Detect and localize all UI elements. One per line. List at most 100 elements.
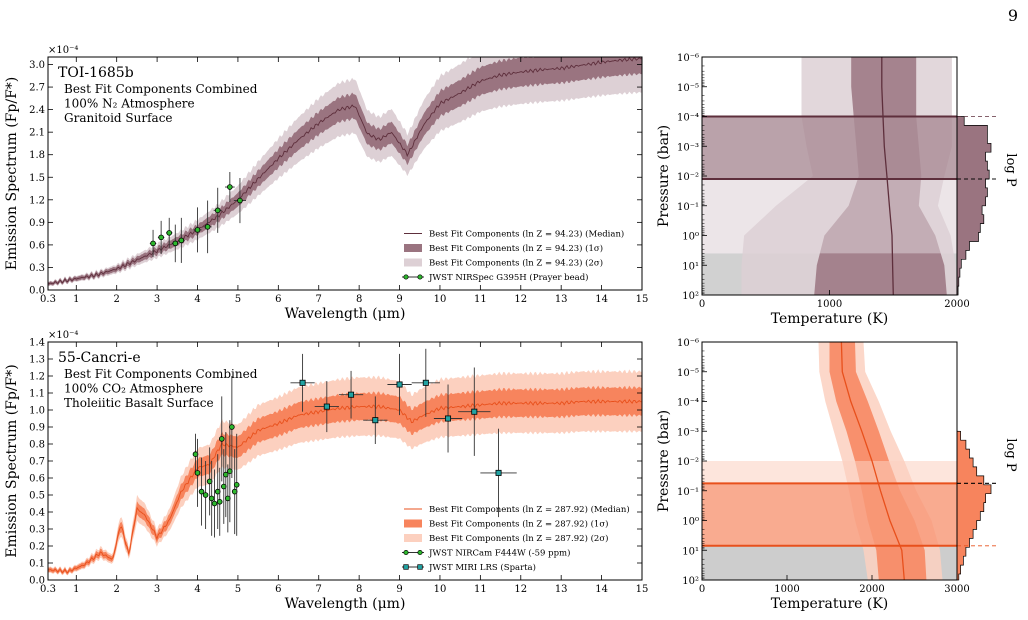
side-label: log P	[1003, 438, 1018, 471]
square-marker	[445, 415, 452, 422]
circle-marker	[194, 470, 201, 476]
x-tick-label: 14	[595, 294, 608, 305]
annotation-line: 100% N₂ Atmosphere	[64, 97, 195, 111]
square-marker	[348, 391, 355, 398]
data-point	[216, 467, 223, 536]
x-axis-label: Wavelength (μm)	[285, 306, 406, 322]
y-axis-label: Pressure (bar)	[656, 410, 672, 512]
legend-label: JWST NIRCam F444W (-59 ppm)	[428, 548, 570, 559]
x-tick-label: 7	[316, 584, 322, 595]
x-tick-label: 7	[316, 294, 322, 305]
x-tick-label: 9	[396, 584, 402, 595]
sigma2-band	[48, 369, 642, 576]
y-tick-label: 10⁻³	[677, 142, 699, 153]
legend-swatch	[404, 519, 422, 528]
data-point	[172, 224, 179, 263]
circle-marker	[216, 498, 223, 505]
legend-entry: JWST MIRI LRS (Sparta)	[402, 562, 536, 573]
y-tick-label: 1.5	[29, 173, 45, 184]
y-tick-label: 1.3	[29, 355, 45, 366]
y-tick-label: 0.3	[29, 263, 45, 274]
y-tick-label: 10²	[682, 291, 699, 302]
legend-label: Best Fit Components (ln Z = 94.23) (1σ)	[429, 243, 603, 254]
spectrum-panel-2: 0.3 1 2 3 4 5 6 7 8 9 10 11 12 13 14 150.00.10.20.30.40…	[4, 330, 648, 612]
y-tick-label: 0.3	[29, 525, 45, 536]
y-tick-label: 10⁻²	[677, 172, 699, 183]
x-tick-label: 0.3	[40, 584, 56, 595]
circle-marker	[178, 237, 185, 244]
circle-marker	[211, 500, 218, 507]
data-point	[220, 449, 227, 524]
y-tick-label: 0.1	[29, 559, 45, 570]
square-marker	[396, 381, 403, 388]
data-point	[314, 381, 339, 433]
x-axis-label: Wavelength (μm)	[285, 596, 406, 612]
y-tick-label: 0.8	[29, 440, 45, 451]
y-scale-label: ×10⁻⁴	[48, 330, 78, 341]
y-tick-label: 0.4	[29, 508, 45, 519]
legend-label: Best Fit Components (ln Z = 94.23) (2σ)	[429, 258, 603, 269]
legend-entry: Best Fit Components (ln Z = 287.92) (Med…	[404, 504, 630, 515]
x-tick-label: 15	[636, 294, 649, 305]
y-scale-label: ×10⁻⁴	[48, 45, 78, 56]
pt-plot-area	[702, 342, 957, 580]
x-tick-label: 13	[555, 584, 568, 595]
legend-swatch	[404, 244, 422, 252]
sigma1-band	[48, 385, 642, 575]
y-tick-label: 10⁻⁴	[677, 398, 699, 409]
legend: Best Fit Components (ln Z = 287.92) (Med…	[402, 504, 630, 573]
side-label: log P	[1003, 153, 1018, 186]
data-point	[411, 348, 440, 417]
legend: Best Fit Components (ln Z = 94.23) (Medi…	[402, 229, 624, 283]
y-tick-label: 10⁻²	[677, 457, 699, 468]
data-point	[165, 217, 173, 248]
x-tick-label: 12	[514, 294, 527, 305]
y-tick-label: 10²	[682, 576, 699, 587]
square-marker	[299, 379, 306, 386]
legend-marker	[403, 549, 409, 556]
data-point	[387, 353, 412, 416]
circle-marker	[233, 481, 240, 488]
pt-panel-3: 0 1000 2000 3000 10⁻⁶ 10⁻⁵ 10⁻⁴ 10⁻³ 10⁻² 10⁻¹ 10⁰…	[656, 338, 1018, 612]
x-tick-label: 3	[154, 294, 160, 305]
y-tick-label: 0.0	[29, 286, 45, 297]
square-marker	[372, 417, 379, 424]
x-tick-label: 12	[514, 584, 527, 595]
data-point	[231, 449, 238, 535]
legend-label: Best Fit Components (ln Z = 287.92) (2σ)	[429, 533, 608, 544]
circle-marker	[166, 230, 173, 236]
circle-marker	[229, 424, 235, 430]
surface-pressure-1sigma-band	[702, 116, 957, 179]
square-marker	[471, 408, 478, 415]
x-tick-label: 0.3	[40, 294, 56, 305]
data-point	[178, 217, 185, 263]
data-point	[208, 461, 215, 536]
pt-panel-1: 0 1000 2000 10⁻⁶ 10⁻⁵ 10⁻⁴ 10⁻³ 10⁻² 10⁻¹ 10⁰ 10¹ 1…	[656, 53, 1018, 327]
legend-marker	[403, 564, 409, 570]
spectrum-panel-0: 0.3 1 2 3 4 5 6 7 8 9 10 11 12 13 14 150.00.30.60.91.21…	[4, 45, 648, 322]
circle-marker	[218, 436, 225, 442]
legend-entry: JWST NIRCam F444W (-59 ppm)	[402, 548, 570, 559]
x-tick-label: 2000	[944, 299, 969, 310]
x-tick-label: 11	[474, 294, 487, 305]
y-tick-label: 0.0	[29, 576, 45, 587]
y-tick-label: 1.0	[29, 406, 45, 417]
y-tick-label: 0.6	[29, 474, 45, 485]
histogram-bars	[956, 430, 992, 581]
data-point	[218, 396, 225, 482]
y-tick-label: 10⁻⁶	[677, 53, 699, 64]
x-axis-label: Temperature (K)	[771, 311, 889, 327]
annotation-line: Tholeiitic Basalt Surface	[64, 396, 214, 410]
data-point	[202, 461, 209, 529]
y-tick-label: 3.0	[29, 60, 45, 71]
planet-label: 55-Cancri-e	[58, 350, 141, 366]
square-marker	[323, 403, 330, 410]
circle-marker	[194, 227, 201, 233]
y-tick-label: 0.2	[29, 542, 45, 553]
y-tick-label: 10⁻⁵	[677, 368, 699, 379]
legend-entry: Best Fit Components (ln Z = 94.23) (1σ)	[404, 243, 603, 254]
annotation-line: Best Fit Components Combined	[64, 367, 258, 381]
x-tick-label: 10	[434, 294, 447, 305]
circle-marker	[158, 234, 164, 241]
data-point	[229, 376, 235, 478]
